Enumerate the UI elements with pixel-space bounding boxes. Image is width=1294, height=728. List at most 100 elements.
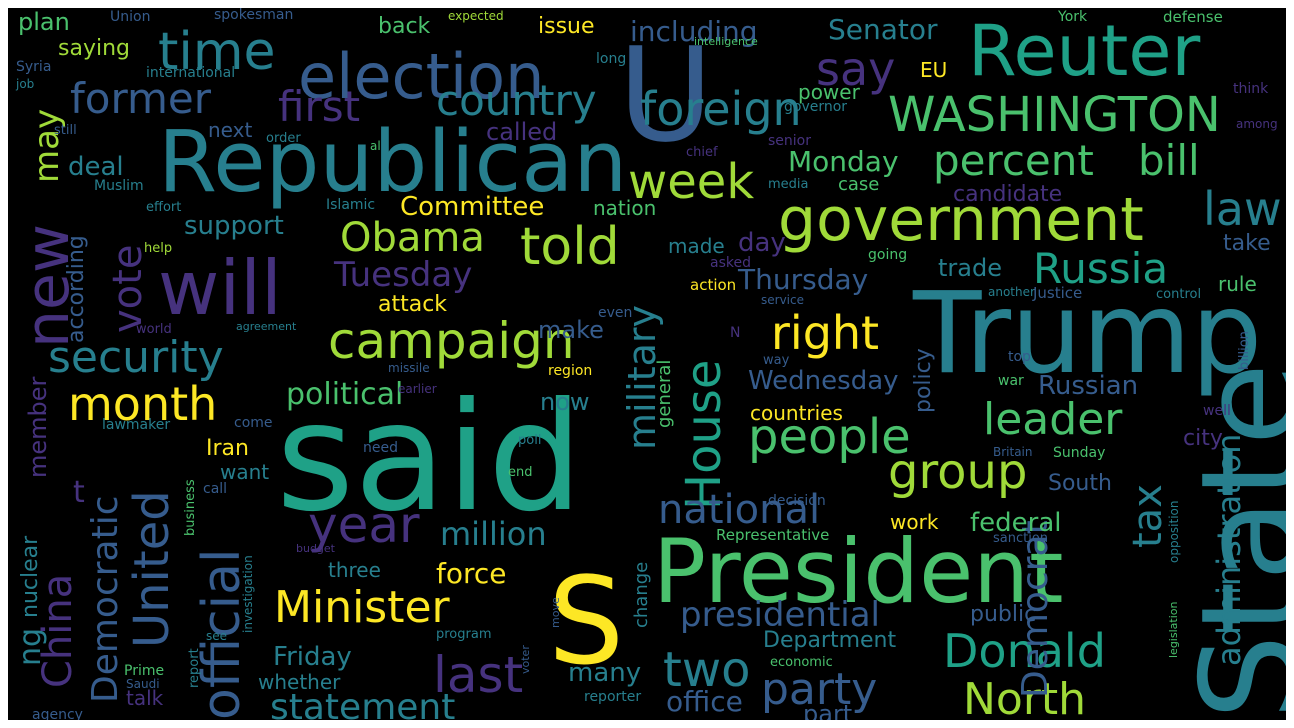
cloud-word: decision — [768, 493, 826, 509]
cloud-word: call — [203, 481, 228, 497]
cloud-word: Russia — [1033, 244, 1169, 293]
cloud-word: now — [540, 388, 590, 416]
cloud-word: Prime — [124, 663, 165, 679]
cloud-word: attack — [378, 292, 448, 317]
cloud-word: party — [761, 664, 878, 715]
cloud-word: percent — [933, 136, 1094, 185]
cloud-word: Committee — [400, 192, 545, 222]
cloud-word: missile — [388, 361, 430, 375]
cloud-word: issue — [538, 14, 595, 39]
cloud-word: asked — [710, 255, 751, 271]
cloud-word: voter — [519, 645, 532, 674]
cloud-word: President — [653, 520, 1064, 623]
cloud-word: two — [663, 642, 751, 698]
cloud-word: action — [690, 276, 737, 294]
cloud-word: agency — [32, 707, 83, 720]
cloud-word: deal — [68, 152, 124, 182]
cloud-word: help — [144, 241, 173, 256]
cloud-word: take — [1223, 231, 1271, 256]
cloud-word: EU — [920, 58, 948, 82]
cloud-word: said — [276, 371, 583, 545]
cloud-word: back — [378, 14, 431, 39]
cloud-word: al — [370, 139, 381, 153]
cloud-word: member — [24, 376, 52, 478]
cloud-word: Tuesday — [334, 255, 473, 295]
cloud-word: another — [988, 285, 1035, 299]
cloud-word: ng — [13, 627, 48, 666]
cloud-word: well — [1203, 403, 1231, 419]
cloud-word: first — [278, 82, 361, 131]
cloud-word: tax — [1125, 484, 1171, 548]
cloud-word: York — [1058, 9, 1088, 25]
cloud-word: including — [630, 15, 758, 48]
cloud-word: force — [436, 557, 507, 590]
cloud-word: according — [64, 235, 89, 343]
cloud-word: nation — [593, 196, 657, 220]
cloud-word: foreign — [640, 82, 802, 136]
cloud-word: Russian — [1038, 371, 1139, 401]
cloud-word: spokesman — [214, 8, 294, 23]
cloud-word: order — [266, 131, 301, 146]
cloud-word: need — [363, 440, 398, 456]
cloud-word: report — [187, 648, 202, 688]
cloud-word: Sunday — [1053, 445, 1106, 461]
cloud-word: nuclear — [18, 535, 43, 618]
cloud-word: day — [738, 228, 786, 258]
cloud-word: among — [1236, 117, 1278, 131]
cloud-word: Thursday — [738, 263, 869, 296]
cloud-word: country — [436, 76, 597, 125]
cloud-word: administration — [1210, 433, 1248, 666]
cloud-word: long — [596, 51, 627, 67]
cloud-word: intelligence — [694, 35, 758, 48]
cloud-word: former — [70, 74, 212, 123]
cloud-word: Britain — [993, 445, 1033, 459]
cloud-word: opposition — [1167, 500, 1181, 564]
cloud-word: control — [1156, 287, 1202, 302]
cloud-word: South — [1048, 471, 1112, 496]
cloud-word: government — [778, 185, 1144, 255]
cloud-word: Minister — [274, 582, 450, 633]
cloud-word: Wednesday — [748, 366, 899, 396]
cloud-word: United — [124, 490, 180, 648]
cloud-word: end — [508, 465, 533, 480]
cloud-word: business — [183, 479, 198, 536]
cloud-word: billion — [1237, 331, 1252, 370]
cloud-word: S — [548, 553, 625, 692]
cloud-word: work — [890, 510, 939, 534]
cloud-word: want — [220, 460, 270, 484]
cloud-word: called — [486, 118, 558, 146]
cloud-word: time — [158, 22, 276, 82]
cloud-word: chief — [686, 145, 718, 160]
cloud-word: Representative — [716, 526, 830, 544]
cloud-word: political — [286, 377, 404, 412]
cloud-word: security — [48, 332, 224, 383]
cloud-word: come — [234, 415, 273, 431]
cloud-word: people — [748, 409, 911, 465]
cloud-word: world — [136, 322, 172, 337]
cloud-word: make — [538, 316, 604, 344]
cloud-word: will — [158, 244, 282, 332]
cloud-word: plan — [18, 8, 70, 36]
cloud-word: program — [436, 627, 492, 642]
cloud-word: agreement — [236, 320, 297, 333]
cloud-word: media — [768, 177, 809, 192]
cloud-word: talk — [126, 686, 164, 710]
cloud-word: made — [668, 234, 725, 258]
cloud-word: federal — [970, 508, 1062, 538]
cloud-word: budget — [296, 542, 335, 555]
cloud-word: rule — [1218, 272, 1257, 296]
cloud-word: Friday — [273, 642, 352, 672]
cloud-word: even — [598, 305, 633, 321]
cloud-word: earlier — [398, 382, 437, 396]
cloud-word: part — [803, 700, 853, 720]
cloud-word: expected — [448, 9, 504, 23]
cloud-word: many — [568, 658, 642, 688]
cloud-word: service — [761, 293, 804, 307]
cloud-word: Monday — [788, 145, 899, 178]
cloud-word: defense — [1163, 8, 1223, 26]
cloud-word: law — [1203, 182, 1282, 236]
cloud-word: Syria — [16, 59, 52, 75]
cloud-word: whether — [258, 670, 341, 694]
cloud-word: region — [548, 363, 593, 379]
cloud-word: Justice — [1033, 284, 1083, 302]
